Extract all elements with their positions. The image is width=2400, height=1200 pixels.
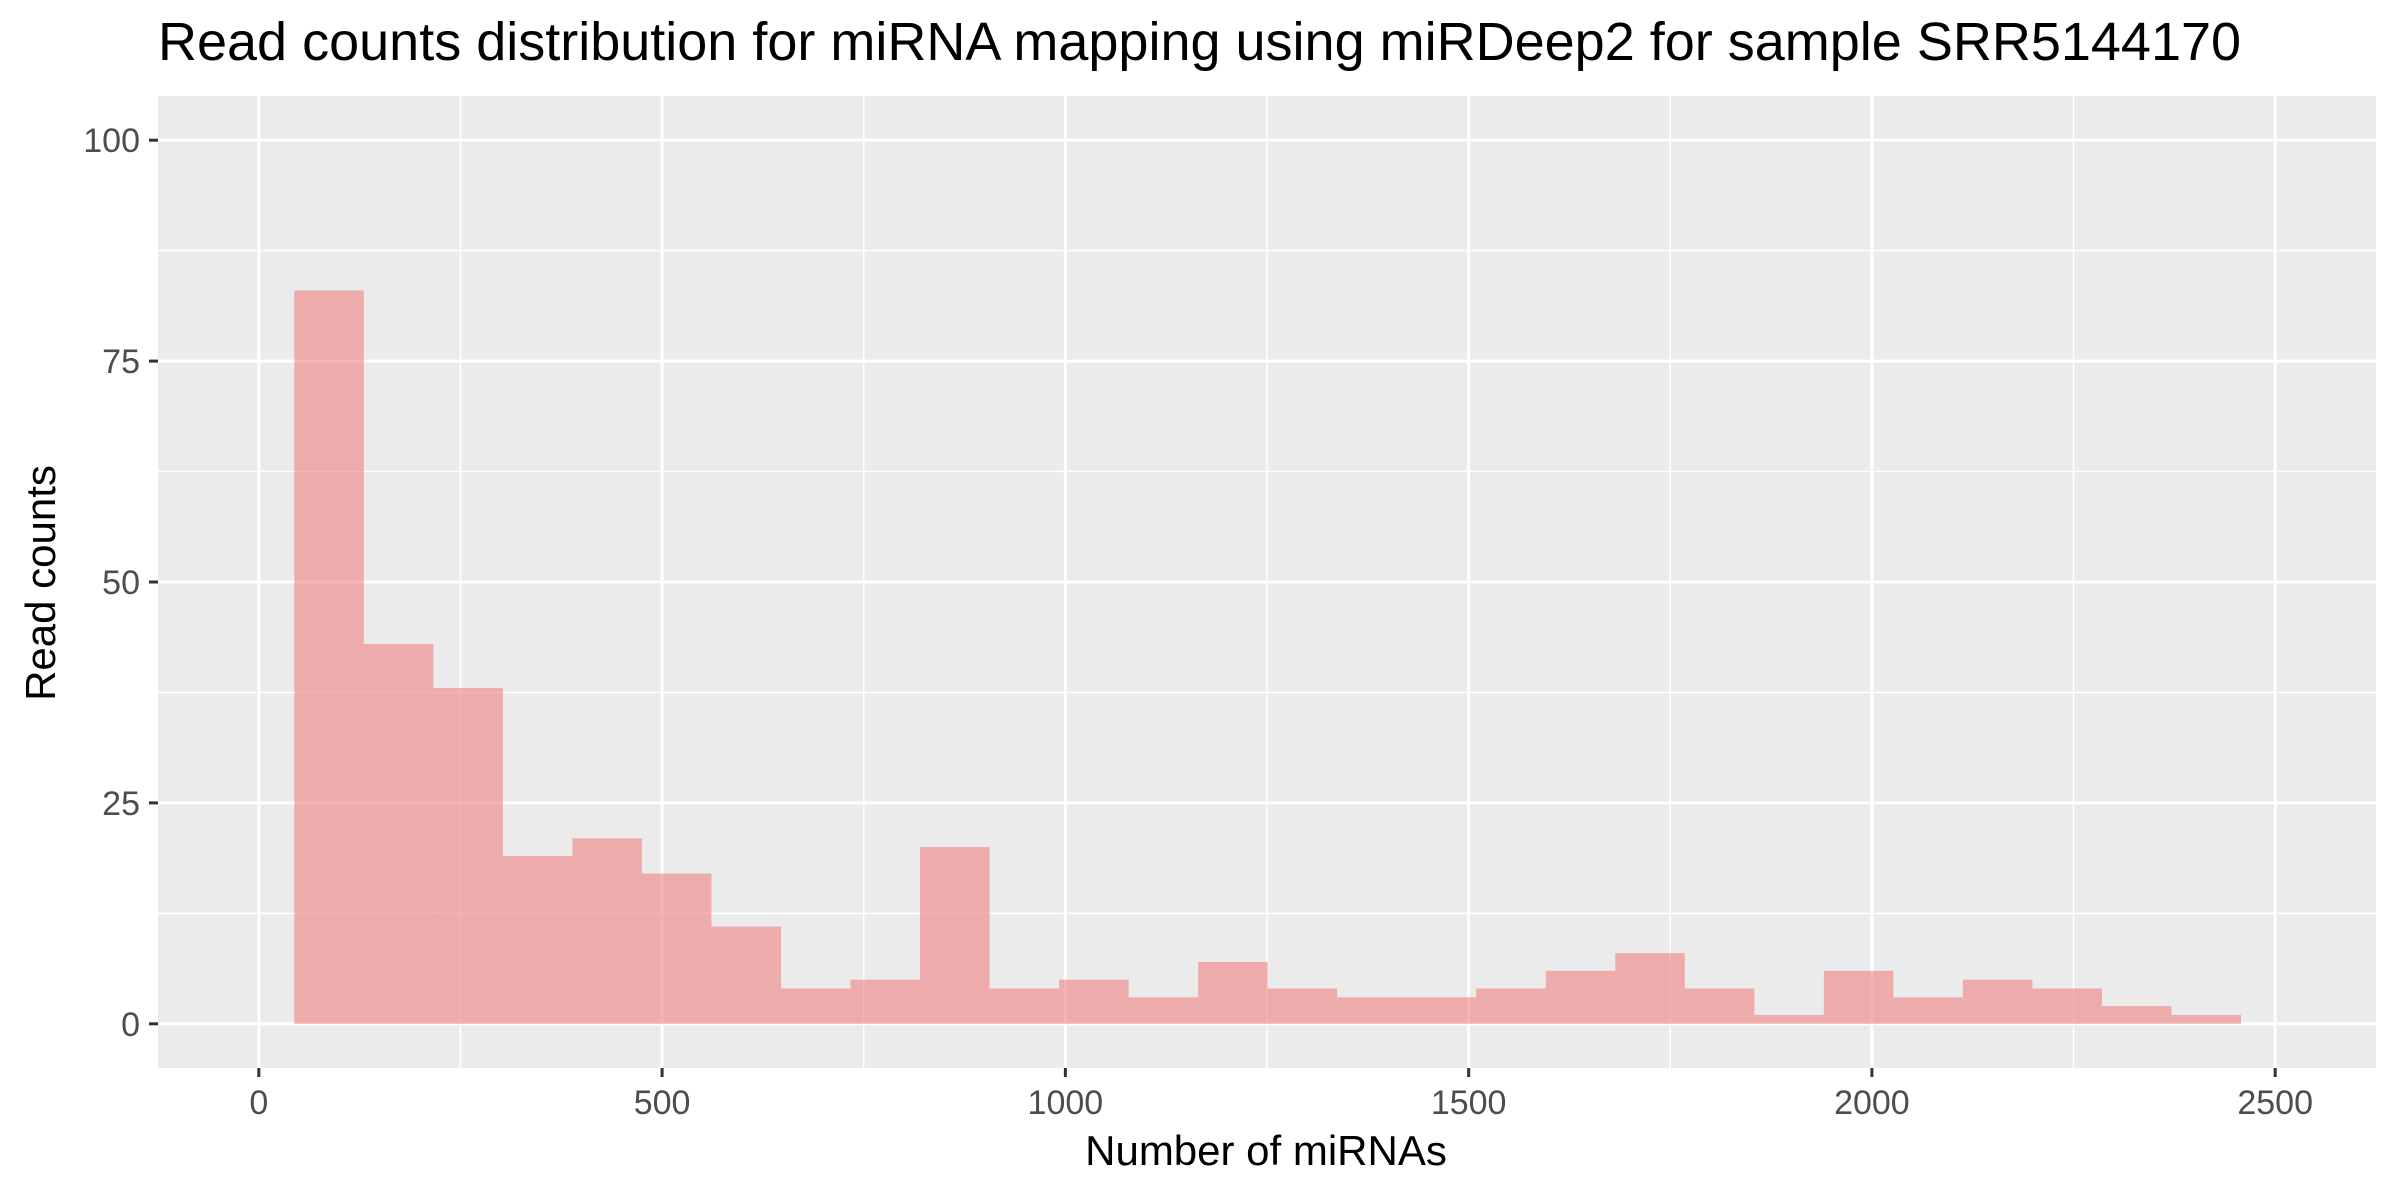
histogram-bar xyxy=(1754,1014,1824,1024)
histogram-bar xyxy=(2171,1014,2241,1024)
histogram-bar xyxy=(294,290,364,1024)
histogram-bar xyxy=(1893,997,1963,1024)
histogram-bar xyxy=(989,988,1060,1024)
histogram-bar xyxy=(1615,953,1685,1024)
histogram-bar xyxy=(572,838,642,1024)
x-tick-label: 1500 xyxy=(1431,1084,1507,1122)
histogram-bar xyxy=(850,979,921,1024)
chart-title: Read counts distribution for miRNA mappi… xyxy=(158,12,2241,72)
histogram-bar xyxy=(1962,979,2033,1024)
x-axis-title: Number of miRNAs xyxy=(1085,1127,1447,1174)
histogram-bar xyxy=(711,926,781,1024)
histogram-bar xyxy=(2101,1006,2172,1024)
histogram-bar xyxy=(780,988,851,1024)
histogram-bar xyxy=(1198,961,1268,1024)
x-tick-label: 2500 xyxy=(2237,1084,2313,1122)
x-tick-label: 2000 xyxy=(1834,1084,1910,1122)
x-tick-label: 1000 xyxy=(1028,1084,1104,1122)
histogram-bars xyxy=(294,290,2241,1024)
histogram-bar xyxy=(1823,970,1894,1024)
histogram-bar xyxy=(1337,997,1407,1024)
histogram-bar xyxy=(641,873,712,1024)
histogram-bar xyxy=(1267,988,1338,1024)
histogram-bar xyxy=(502,855,573,1024)
y-tick-label: 0 xyxy=(121,1006,140,1044)
y-tick-label: 100 xyxy=(83,122,140,160)
histogram-bar xyxy=(363,643,434,1024)
y-tick-label: 50 xyxy=(102,564,140,602)
histogram-bar xyxy=(1406,997,1477,1024)
x-tick-label: 0 xyxy=(249,1084,268,1122)
y-axis-title: Read counts xyxy=(17,465,64,701)
histogram-bar xyxy=(920,847,990,1024)
x-tick-label: 500 xyxy=(634,1084,691,1122)
histogram-bar xyxy=(1476,988,1546,1024)
y-axis: 0 25 50 75 100 xyxy=(83,122,158,1044)
histogram-bar xyxy=(1545,970,1616,1024)
histogram-bar xyxy=(1128,997,1199,1024)
histogram-bar xyxy=(2032,988,2102,1024)
histogram-bar xyxy=(1059,979,1129,1024)
y-tick-label: 25 xyxy=(102,785,140,823)
histogram-bar xyxy=(1684,988,1755,1024)
histogram-bar xyxy=(433,688,503,1024)
x-axis: 0 500 1000 1500 2000 2500 xyxy=(249,1068,2313,1122)
y-tick-label: 75 xyxy=(102,343,140,381)
